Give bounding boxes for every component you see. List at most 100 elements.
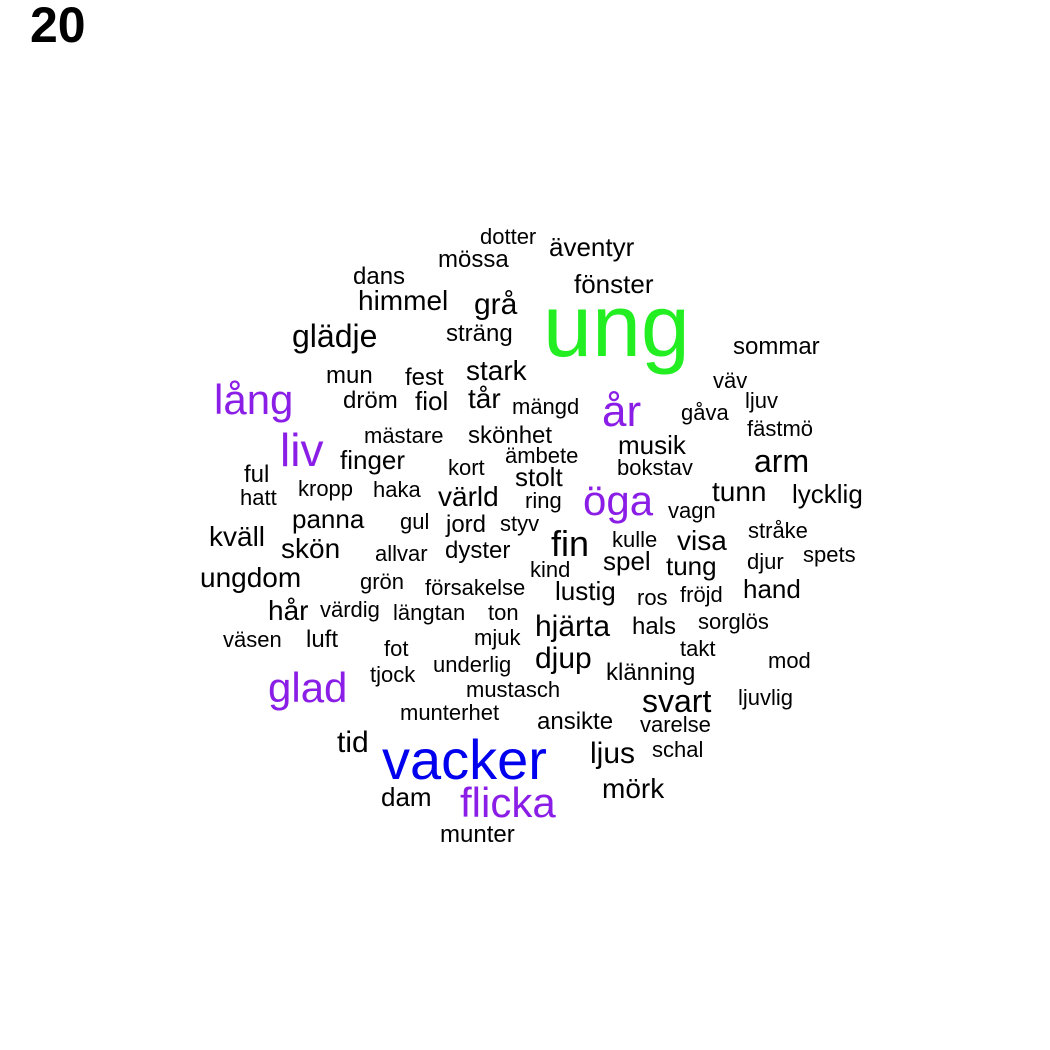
word-mjuk: mjuk bbox=[474, 625, 521, 650]
word-öga: öga bbox=[583, 477, 654, 524]
word-dyster: dyster bbox=[445, 537, 510, 564]
word-luft: luft bbox=[306, 626, 338, 653]
word-ful: ful bbox=[244, 461, 269, 488]
word-dans: dans bbox=[353, 263, 405, 290]
word-munter: munter bbox=[440, 821, 515, 848]
word-lustig: lustig bbox=[555, 576, 616, 606]
word-vacker: vacker bbox=[382, 728, 547, 791]
word-ton: ton bbox=[488, 600, 519, 625]
word-varelse: varelse bbox=[640, 712, 711, 737]
word-mössa: mössa bbox=[438, 246, 509, 273]
word-kort: kort bbox=[448, 455, 485, 480]
word-djur: djur bbox=[747, 549, 784, 574]
word-mod: mod bbox=[768, 648, 811, 673]
word-vagn: vagn bbox=[668, 498, 716, 523]
word-spel: spel bbox=[603, 546, 651, 576]
word-himmel: himmel bbox=[358, 285, 448, 316]
panel-number-label: 20 bbox=[30, 0, 86, 53]
word-fönster: fönster bbox=[574, 269, 654, 299]
word-lång: lång bbox=[214, 376, 293, 423]
word-värdig: värdig bbox=[320, 597, 380, 622]
word-ansikte: ansikte bbox=[537, 708, 613, 735]
word-stark: stark bbox=[466, 355, 528, 386]
word-hand: hand bbox=[743, 574, 801, 604]
word-ungdom: ungdom bbox=[200, 562, 301, 593]
word-kulle: kulle bbox=[612, 527, 657, 552]
word-stråke: stråke bbox=[748, 518, 808, 543]
word-grå: grå bbox=[474, 288, 518, 321]
word-värld: värld bbox=[438, 481, 499, 512]
word-tid: tid bbox=[337, 726, 369, 759]
word-bokstav: bokstav bbox=[617, 455, 693, 480]
word-takt: takt bbox=[680, 636, 715, 661]
word-ämbete: ämbete bbox=[505, 443, 578, 468]
word-hjärta: hjärta bbox=[535, 610, 610, 643]
word-klänning: klänning bbox=[606, 659, 695, 686]
word-väsen: väsen bbox=[223, 627, 282, 652]
word-hals: hals bbox=[632, 613, 676, 640]
word-skön: skön bbox=[281, 533, 340, 564]
word-glad: glad bbox=[268, 664, 347, 711]
word-sorglös: sorglös bbox=[698, 609, 769, 634]
word-ring: ring bbox=[525, 488, 562, 513]
word-ljuvlig: ljuvlig bbox=[738, 685, 793, 710]
word-lycklig: lycklig bbox=[792, 479, 863, 509]
word-haka: haka bbox=[373, 477, 421, 502]
word-tunn: tunn bbox=[712, 476, 767, 507]
word-fin: fin bbox=[551, 523, 589, 564]
word-kropp: kropp bbox=[298, 476, 353, 501]
word-fästmö: fästmö bbox=[747, 416, 813, 441]
word-tjock: tjock bbox=[370, 662, 416, 687]
word-dotter: dotter bbox=[480, 224, 536, 249]
word-längtan: längtan bbox=[393, 600, 465, 625]
word-flicka: flicka bbox=[460, 779, 556, 826]
word-tung: tung bbox=[666, 551, 717, 581]
word-svart: svart bbox=[642, 683, 711, 719]
word-ljus: ljus bbox=[590, 737, 635, 770]
word-dam: dam bbox=[381, 782, 432, 812]
word-glädje: glädje bbox=[292, 318, 377, 354]
word-djup: djup bbox=[535, 642, 592, 675]
word-arm: arm bbox=[754, 443, 809, 479]
word-panna: panna bbox=[292, 504, 365, 534]
word-schal: schal bbox=[652, 737, 703, 762]
word-allvar: allvar bbox=[375, 541, 428, 566]
word-mängd: mängd bbox=[512, 394, 579, 419]
word-tår: tår bbox=[468, 383, 501, 414]
word-gåva: gåva bbox=[681, 400, 729, 425]
word-skönhet: skönhet bbox=[468, 422, 552, 449]
word-mörk: mörk bbox=[602, 773, 665, 804]
word-hatt: hatt bbox=[240, 485, 277, 510]
word-ung: ung bbox=[543, 276, 690, 375]
word-ljuv: ljuv bbox=[745, 388, 778, 413]
word-fot: fot bbox=[384, 636, 408, 661]
word-mun: mun bbox=[326, 362, 373, 389]
word-liv: liv bbox=[280, 424, 323, 476]
word-musik: musik bbox=[618, 430, 687, 460]
word-äventyr: äventyr bbox=[549, 232, 635, 262]
word-mustasch: mustasch bbox=[466, 677, 560, 702]
word-kind: kind bbox=[530, 557, 570, 582]
word-stolt: stolt bbox=[515, 462, 563, 492]
word-år: år bbox=[602, 387, 641, 436]
word-styv: styv bbox=[500, 511, 539, 536]
word-försakelse: försakelse bbox=[425, 575, 525, 600]
word-gul: gul bbox=[400, 509, 429, 534]
word-mästare: mästare bbox=[364, 423, 443, 448]
word-visa: visa bbox=[677, 525, 727, 556]
word-fröjd: fröjd bbox=[680, 582, 723, 607]
word-fest: fest bbox=[405, 364, 444, 391]
word-jord: jord bbox=[445, 511, 486, 538]
word-sommar: sommar bbox=[733, 333, 820, 360]
word-munterhet: munterhet bbox=[400, 700, 499, 725]
word-sträng: sträng bbox=[446, 320, 513, 347]
word-grön: grön bbox=[360, 569, 404, 594]
word-fiol: fiol bbox=[415, 386, 448, 416]
word-ros: ros bbox=[637, 585, 668, 610]
word-hår: hår bbox=[268, 595, 308, 626]
word-underlig: underlig bbox=[433, 652, 511, 677]
word-finger: finger bbox=[340, 445, 405, 475]
word-kväll: kväll bbox=[209, 521, 265, 552]
word-väv: väv bbox=[713, 368, 747, 393]
